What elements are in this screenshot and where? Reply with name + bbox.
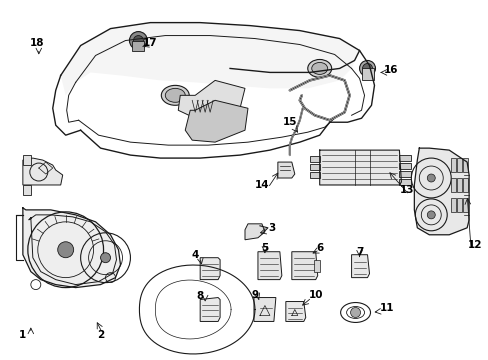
Polygon shape	[450, 158, 455, 172]
Polygon shape	[244, 224, 264, 240]
Polygon shape	[253, 298, 275, 321]
Polygon shape	[61, 23, 359, 95]
Polygon shape	[285, 302, 305, 321]
Ellipse shape	[165, 88, 185, 102]
Polygon shape	[462, 178, 467, 192]
Polygon shape	[23, 185, 31, 195]
Ellipse shape	[161, 85, 189, 105]
Circle shape	[427, 211, 434, 219]
Polygon shape	[399, 171, 410, 177]
Polygon shape	[291, 252, 317, 280]
Polygon shape	[456, 178, 461, 192]
Ellipse shape	[311, 62, 327, 75]
Polygon shape	[456, 158, 461, 172]
Text: 5: 5	[261, 243, 268, 253]
Text: 14: 14	[254, 180, 269, 190]
Polygon shape	[399, 155, 410, 161]
Polygon shape	[399, 179, 410, 185]
Text: 6: 6	[315, 243, 323, 253]
Polygon shape	[185, 100, 247, 142]
Text: 7: 7	[355, 247, 363, 257]
Polygon shape	[132, 41, 144, 50]
Text: 12: 12	[467, 240, 481, 250]
Circle shape	[362, 63, 372, 73]
Polygon shape	[361, 68, 373, 80]
Text: 2: 2	[97, 330, 104, 341]
Text: 18: 18	[29, 37, 44, 48]
Circle shape	[133, 36, 143, 45]
Text: 9: 9	[251, 289, 258, 300]
Polygon shape	[23, 158, 62, 185]
Polygon shape	[462, 158, 467, 172]
Circle shape	[359, 60, 375, 76]
Polygon shape	[351, 255, 369, 278]
Text: 1: 1	[19, 330, 26, 341]
Text: 13: 13	[399, 185, 414, 195]
Text: 8: 8	[196, 291, 203, 301]
Polygon shape	[309, 156, 319, 162]
Polygon shape	[200, 258, 220, 280]
Circle shape	[58, 242, 74, 258]
Polygon shape	[309, 164, 319, 170]
Polygon shape	[399, 163, 410, 169]
Polygon shape	[462, 198, 467, 212]
Polygon shape	[450, 178, 455, 192]
Polygon shape	[309, 172, 319, 178]
Polygon shape	[319, 150, 401, 185]
Polygon shape	[23, 208, 120, 288]
Polygon shape	[178, 80, 244, 120]
Polygon shape	[277, 162, 294, 178]
Polygon shape	[313, 260, 319, 272]
Text: 3: 3	[268, 223, 275, 233]
Text: 16: 16	[384, 66, 398, 76]
Circle shape	[350, 307, 360, 318]
Text: 4: 4	[191, 250, 199, 260]
Circle shape	[101, 253, 110, 263]
Polygon shape	[413, 148, 468, 235]
Polygon shape	[450, 198, 455, 212]
Text: 10: 10	[308, 289, 322, 300]
Text: 11: 11	[379, 302, 394, 312]
Circle shape	[129, 32, 147, 50]
Ellipse shape	[307, 59, 331, 77]
Polygon shape	[23, 155, 31, 165]
Circle shape	[427, 174, 434, 182]
Polygon shape	[200, 298, 220, 321]
Polygon shape	[258, 252, 281, 280]
Polygon shape	[456, 198, 461, 212]
Text: 17: 17	[143, 37, 157, 48]
Text: 15: 15	[282, 117, 297, 127]
